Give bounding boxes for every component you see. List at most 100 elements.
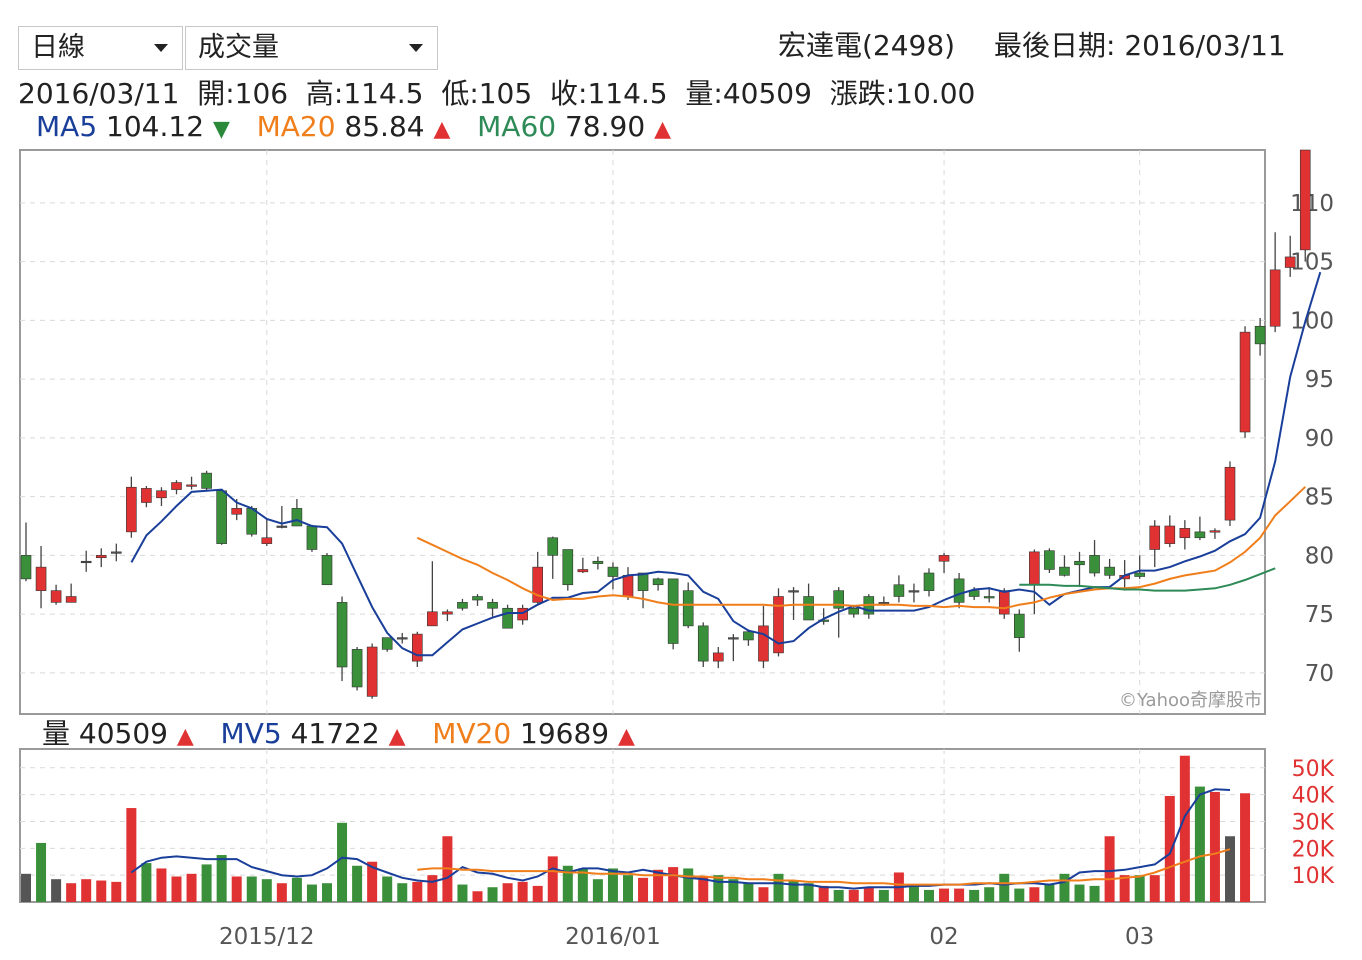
volume-bar	[788, 880, 799, 902]
volume-bar	[592, 879, 603, 902]
volume-bar	[51, 879, 62, 902]
candle-body	[803, 596, 814, 621]
candles-group	[20, 149, 1311, 699]
volume-bar	[638, 877, 649, 902]
candle-body	[291, 508, 303, 527]
candle-body	[1299, 149, 1311, 251]
volume-bar	[698, 876, 709, 902]
volume-bar	[141, 863, 152, 902]
quote-low: 低:105	[441, 77, 533, 110]
volume-bar	[66, 883, 77, 902]
volume-bar	[1209, 791, 1220, 902]
chevron-down-icon	[409, 44, 423, 52]
candle-body	[878, 602, 890, 605]
candle-body	[65, 596, 77, 603]
period-select[interactable]: 日線	[18, 26, 183, 70]
candle-body	[396, 637, 408, 640]
candle-body	[20, 555, 32, 580]
volume-bar	[171, 876, 182, 902]
volume-legend: 量 40509 ▲ MV5 41722 ▲ MV20 19689 ▲	[42, 712, 635, 752]
volume-bar	[186, 873, 197, 902]
volume-bar	[427, 875, 438, 902]
candle-body	[411, 633, 423, 662]
candle-body	[758, 625, 769, 662]
candle-body	[923, 572, 935, 591]
candle-body	[442, 611, 453, 615]
volume-bar	[216, 855, 227, 902]
vol-name: 量	[42, 717, 71, 750]
candle-body	[968, 590, 980, 597]
volume-bar	[306, 884, 317, 902]
up-triangle-icon: ▲	[654, 117, 671, 142]
down-triangle-icon: ▼	[212, 117, 230, 142]
volume-bar	[1179, 755, 1190, 902]
date-tick-label: 03	[1125, 924, 1154, 950]
up-triangle-icon: ▲	[433, 117, 451, 142]
volume-bar	[352, 865, 363, 902]
date-tick-label: 2016/01	[565, 924, 661, 950]
period-select-label: 日線	[31, 32, 85, 63]
candle-body	[457, 602, 468, 609]
volume-bar	[1225, 836, 1235, 902]
date-tick-label: 2015/12	[219, 924, 315, 950]
watermark: ©Yahoo奇摩股市	[1119, 690, 1262, 711]
indicator-select[interactable]: 成交量	[185, 26, 438, 70]
candle-body	[1044, 550, 1055, 570]
quote-open: 開:106	[197, 77, 289, 110]
candle-body	[607, 566, 619, 577]
volume-bar	[502, 883, 513, 902]
volume-bar	[412, 881, 423, 902]
candle-body	[517, 607, 528, 621]
candle-body	[547, 537, 559, 556]
volume-bar	[36, 842, 47, 902]
stock-name: 宏達電(2498)	[778, 29, 956, 62]
candle-body	[953, 578, 965, 603]
quote-close: 收:114.5	[550, 77, 668, 110]
candle-body	[908, 590, 920, 593]
volume-bar	[111, 881, 122, 902]
candle-body	[1164, 525, 1176, 544]
volume-bar	[803, 883, 814, 902]
volume-bar	[653, 869, 664, 902]
volume-bar	[517, 881, 528, 902]
volume-bar	[367, 861, 378, 902]
candle-body	[592, 560, 604, 564]
up-triangle-icon: ▲	[176, 724, 194, 749]
price-tick-label: 70	[1305, 661, 1334, 687]
candle-body	[893, 584, 905, 597]
volume-bar	[156, 868, 167, 902]
candle-body	[351, 649, 363, 688]
candle-body	[171, 482, 182, 490]
volume-bar	[607, 868, 618, 902]
volume-bar	[1029, 887, 1040, 902]
volume-bar	[532, 885, 543, 902]
candle-body	[622, 575, 634, 597]
candle-body	[1013, 613, 1025, 638]
volume-bar	[728, 879, 739, 902]
candle-body	[216, 490, 227, 544]
volume-bar	[96, 880, 107, 902]
candle-body	[246, 508, 258, 535]
volume-bar	[878, 889, 889, 902]
volume-bar	[1074, 884, 1085, 902]
candle-body	[50, 590, 62, 603]
candle-body	[321, 555, 333, 586]
volume-bar	[954, 888, 965, 902]
volume-bar	[81, 879, 92, 902]
volume-bar	[1044, 884, 1055, 902]
volume-bar	[472, 891, 483, 902]
candle-body	[502, 607, 513, 629]
date-tick-label: 02	[929, 924, 958, 950]
volume-bar	[276, 883, 287, 902]
volume-bar	[623, 875, 633, 902]
quote-high: 高:114.5	[305, 77, 424, 110]
up-triangle-icon: ▲	[618, 724, 635, 749]
volume-bar	[21, 873, 31, 902]
candle-body	[712, 652, 724, 662]
volume-bar	[1194, 786, 1205, 902]
price-tick-label: 95	[1305, 367, 1334, 393]
candle-body	[126, 486, 137, 533]
volume-bar	[291, 877, 302, 902]
candle-body	[938, 555, 950, 562]
volume-bar	[683, 868, 694, 902]
